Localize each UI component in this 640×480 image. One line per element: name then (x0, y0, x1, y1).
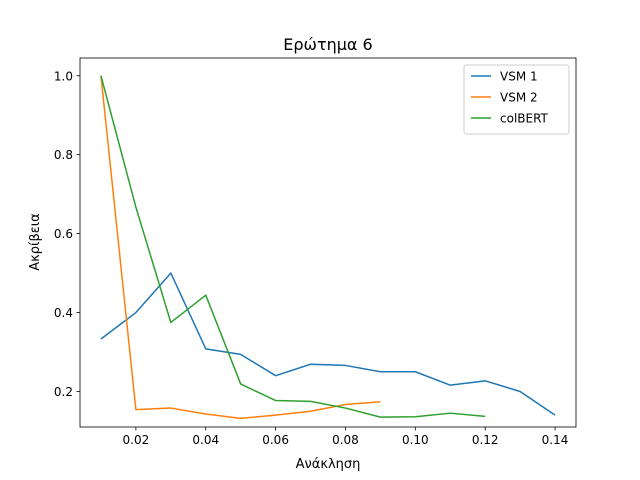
x-tick-label: 0.06 (262, 433, 289, 447)
y-tick-label: 0.6 (54, 227, 73, 241)
x-tick-label: 0.02 (123, 433, 150, 447)
x-tick-label: 0.04 (192, 433, 219, 447)
plot-area (100, 75, 556, 420)
y-tick-label: 1.0 (54, 69, 73, 83)
legend-label-3: colBERT (500, 112, 549, 126)
legend: VSM 1 VSM 2 colBERT (463, 64, 570, 135)
y-tick-label: 0.8 (54, 148, 73, 162)
axes: 0.02 0.04 0.06 0.08 0.10 0.12 0.14 0.2 0.4 0.6 0.8… (54, 57, 577, 447)
legend-label-2: VSM 2 (500, 91, 538, 105)
chart-title: Ερώτημα 6 (283, 35, 372, 54)
x-tick-label: 0.10 (402, 433, 429, 447)
x-axis-label: Ανάκληση (296, 457, 361, 472)
x-tick-label: 0.14 (542, 433, 569, 447)
axes-frame (79, 57, 577, 428)
legend-box (463, 64, 570, 135)
series-line-2 (100, 75, 381, 420)
y-axis-label: Ακρίβεια (28, 213, 43, 271)
y-tick-label: 0.4 (54, 306, 73, 320)
series-line-1 (100, 272, 556, 416)
y-tick-label: 0.2 (54, 385, 73, 399)
series-line-3 (100, 75, 486, 418)
x-tick-label: 0.12 (472, 433, 499, 447)
legend-label-1: VSM 1 (500, 70, 538, 84)
x-tick-label: 0.08 (332, 433, 359, 447)
